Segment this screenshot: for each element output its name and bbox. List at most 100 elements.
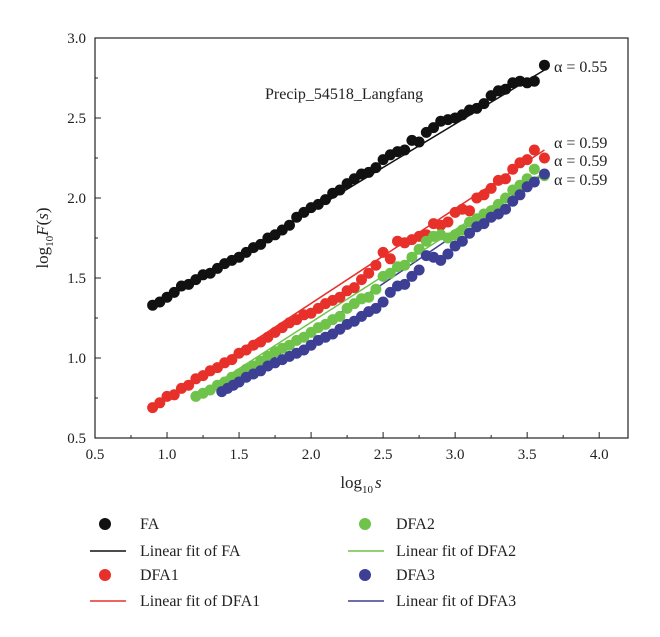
legend-label-dfa2-fit: Linear fit of DFA2 [396,543,516,560]
point-fa [538,59,550,71]
point-dfa1 [168,389,180,401]
point-dfa1 [377,246,389,258]
y-axis-label-log: log [33,246,52,268]
point-dfa3 [538,168,550,180]
point-dfa1 [521,154,533,166]
x-tick-label: 1.0 [158,447,177,463]
point-dfa3 [406,270,418,282]
legend-marker-dfa2 [359,518,371,530]
point-fa [319,194,331,206]
fit-lines [152,69,545,409]
point-fa [500,83,512,95]
x-axis-label-sub: 10 [362,484,374,496]
point-fa [478,98,490,110]
point-fa [528,75,540,87]
point-dfa3 [384,286,396,298]
chart-title: Precip_54518_Langfang [265,86,423,103]
point-dfa2 [399,259,411,271]
alpha-label-dfa1: α = 0.59 [554,135,607,152]
point-dfa1 [507,163,519,175]
point-dfa3 [478,218,490,230]
point-fa [399,144,411,156]
point-dfa3 [500,203,512,215]
x-tick-label: 1.5 [230,447,249,463]
point-dfa3 [456,235,468,247]
y-tick-label: 2.5 [67,111,86,127]
point-dfa1 [334,291,346,303]
legend-label-dfa3: DFA3 [396,567,435,584]
y-tick-label: 3.0 [67,31,86,47]
x-tick-label: 0.5 [86,447,105,463]
point-dfa1 [363,267,375,279]
point-dfa2 [370,283,382,295]
point-dfa1 [384,253,396,265]
y-axis-label-sub: 10 [44,235,56,247]
point-fa [413,136,425,148]
point-dfa3 [399,278,411,290]
data-points [147,59,550,414]
y-axis-label-arg: s [33,213,52,220]
x-tick-label: 2.0 [302,447,321,463]
y-axis-label-paren-close: ) [33,207,52,213]
legend-label-dfa2: DFA2 [396,516,435,533]
y-axis-label-paren-open: ( [33,219,52,225]
point-dfa3 [464,227,476,239]
point-dfa2 [528,163,540,175]
alpha-label-dfa3: α = 0.59 [554,172,607,189]
point-dfa3 [370,302,382,314]
point-dfa1 [226,354,238,366]
point-dfa3 [528,176,540,188]
point-fa [334,184,346,196]
point-dfa1 [538,152,550,164]
point-dfa3 [514,189,526,201]
point-dfa2 [363,291,375,303]
y-tick-label: 0.5 [67,431,86,447]
y-tick-label: 1.5 [67,271,86,287]
x-axis-label-var: s [375,473,382,492]
point-dfa1 [442,216,454,228]
legend-label-fa-fit: Linear fit of FA [140,543,241,560]
point-fa [283,219,295,231]
point-fa [168,286,180,298]
point-fa [255,238,267,250]
point-dfa1 [356,274,367,286]
legend-label-fa: FA [140,516,160,533]
legend-label-dfa1: DFA1 [140,567,179,584]
legend-marker-dfa3 [359,569,371,581]
x-axis-label-log: log [340,473,362,492]
point-dfa1 [500,173,512,185]
alpha-label-dfa2: α = 0.59 [554,153,607,170]
legend: FA Linear fit of FA DFA1 Linear fit of D… [90,516,516,610]
x-tick-label: 3.5 [518,447,537,463]
x-tick-label: 2.5 [374,447,393,463]
point-dfa2 [334,310,346,322]
point-dfa1 [183,379,195,391]
point-dfa3 [435,254,447,266]
x-tick-label: 3.0 [446,447,465,463]
point-fa [370,162,382,174]
point-dfa1 [528,144,540,156]
point-dfa1 [464,205,476,217]
point-dfa2 [384,267,396,279]
y-tick-label: 1.0 [67,351,86,367]
legend-label-dfa1-fit: Linear fit of DFA1 [140,593,260,610]
point-dfa3 [507,195,519,207]
alpha-label-fa: α = 0.55 [554,59,607,76]
point-dfa1 [348,282,360,294]
point-dfa2 [406,251,418,263]
point-dfa3 [377,296,389,308]
x-tick-label: 4.0 [590,447,609,463]
point-dfa3 [413,264,425,276]
x-axis-ticks: 0.5 1.0 1.5 2.0 2.5 3.0 3.5 4.0 [86,432,609,463]
point-dfa1 [478,189,490,201]
point-fa [428,122,440,134]
point-dfa3 [442,248,454,260]
alpha-labels: α = 0.55α = 0.59α = 0.59α = 0.59 [554,59,607,189]
legend-marker-fa [99,518,111,530]
point-dfa1 [154,397,166,409]
y-axis-ticks: 0.5 1.0 1.5 2.0 2.5 3.0 [67,31,101,447]
legend-label-dfa3-fit: Linear fit of DFA3 [396,593,516,610]
y-tick-label: 2.0 [67,191,86,207]
point-dfa1 [485,182,497,194]
point-dfa2 [413,243,425,255]
